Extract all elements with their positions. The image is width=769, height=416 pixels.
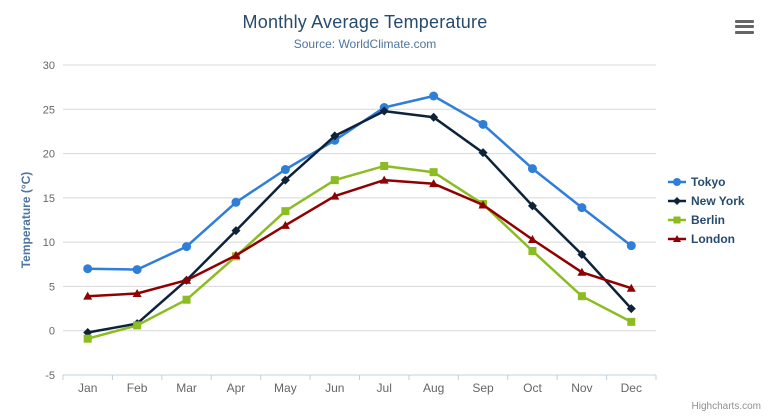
y-axis-title: Temperature (°C) [19,172,33,269]
legend-item-new-york[interactable]: New York [668,191,745,210]
y-axis-tick-label: 20 [43,149,55,161]
triangle-marker[interactable] [231,250,241,259]
series-line [86,94,633,271]
x-axis-tick-label: Aug [423,381,444,395]
square-marker[interactable] [380,161,389,170]
circle-marker[interactable] [527,164,537,174]
x-axis-tick-label: May [274,381,297,395]
series-london [83,175,636,300]
x-axis-tick-label: Apr [227,381,246,395]
legend: Tokyo New York Berlin London [668,172,745,248]
chart-subtitle: Source: WorldClimate.com [293,37,437,51]
square-marker[interactable] [330,176,339,185]
series-new-york [83,106,636,337]
hamburger-icon [734,19,754,34]
x-axis-tick-label: Jan [78,381,97,395]
triangle-marker[interactable] [132,289,142,298]
y-axis-tick-label: -5 [45,370,55,382]
triangle-marker[interactable] [429,179,439,188]
legend-label: Tokyo [691,174,726,189]
legend-item-berlin[interactable]: Berlin [668,210,745,229]
legend-item-london[interactable]: London [668,229,745,248]
x-axis-tick-label: Feb [127,381,148,395]
x-axis-tick-label: Nov [571,381,592,395]
x-axis-tick-label: Jun [325,381,344,395]
legend-marker-triangle-icon [668,234,686,242]
legend-label: New York [691,193,745,208]
x-axis-tick-label: Mar [176,381,197,395]
diamond-marker [673,196,681,205]
square-marker[interactable] [83,334,92,343]
legend-marker-circle-icon [668,177,686,186]
legend-marker-diamond-icon [668,196,686,205]
x-axis-tick-label: Oct [523,381,542,395]
diamond-marker[interactable] [330,131,340,141]
triangle-marker[interactable] [280,220,290,229]
diamond-marker[interactable] [527,201,537,211]
square-marker [673,216,681,223]
diamond-marker[interactable] [478,148,488,158]
diamond-marker[interactable] [280,175,290,185]
square-marker[interactable] [577,292,586,301]
y-axis-tick-label: 10 [43,237,55,249]
context-menu-button[interactable] [732,17,756,39]
triangle-marker[interactable] [330,191,340,200]
legend-item-tokyo[interactable]: Tokyo [668,172,745,191]
y-axis-tick-label: 5 [49,281,55,293]
legend-label: Berlin [691,212,726,227]
series-line [86,109,633,334]
square-marker[interactable] [182,295,191,304]
series-tokyo [83,91,636,275]
circle-marker[interactable] [478,119,488,129]
triangle-marker[interactable] [577,267,587,276]
y-axis-tick-label: 30 [43,60,55,72]
diamond-marker[interactable] [577,250,587,260]
square-marker[interactable] [133,321,142,330]
triangle-marker [673,234,681,242]
circle-marker[interactable] [429,91,439,101]
chart-title: Monthly Average Temperature [242,12,488,32]
series-line [86,164,633,340]
square-marker[interactable] [429,168,438,177]
x-axis-tick-label: Jul [377,381,392,395]
diamond-marker[interactable] [626,304,636,314]
x-axis-tick-label: Sep [472,381,494,395]
legend-label: London [691,231,735,246]
diamond-marker[interactable] [429,112,439,122]
diamond-marker[interactable] [231,226,241,236]
y-axis-tick-label: 25 [43,104,55,116]
y-axis-tick-label: 15 [43,193,55,205]
circle-marker[interactable] [182,242,192,252]
square-marker[interactable] [528,247,537,255]
legend-marker-square-icon [668,216,686,223]
credits-link[interactable]: Highcharts.com [691,401,761,412]
triangle-marker[interactable] [83,291,93,300]
circle-marker[interactable] [231,197,241,207]
circle-marker [673,177,681,186]
square-marker[interactable] [281,207,290,216]
triangle-marker[interactable] [478,200,488,209]
square-marker[interactable] [627,317,636,326]
circle-marker[interactable] [132,265,142,275]
y-axis-tick-label: 0 [49,326,55,338]
circle-marker[interactable] [577,203,587,213]
circle-marker[interactable] [280,165,290,175]
triangle-marker[interactable] [527,234,537,243]
series-line [86,178,633,298]
triangle-marker[interactable] [182,275,192,284]
diamond-marker[interactable] [379,106,389,116]
triangle-marker[interactable] [379,175,389,184]
circle-marker[interactable] [626,241,636,251]
x-axis-tick-label: Dec [621,381,642,395]
triangle-marker[interactable] [626,283,636,292]
circle-marker[interactable] [83,264,93,274]
